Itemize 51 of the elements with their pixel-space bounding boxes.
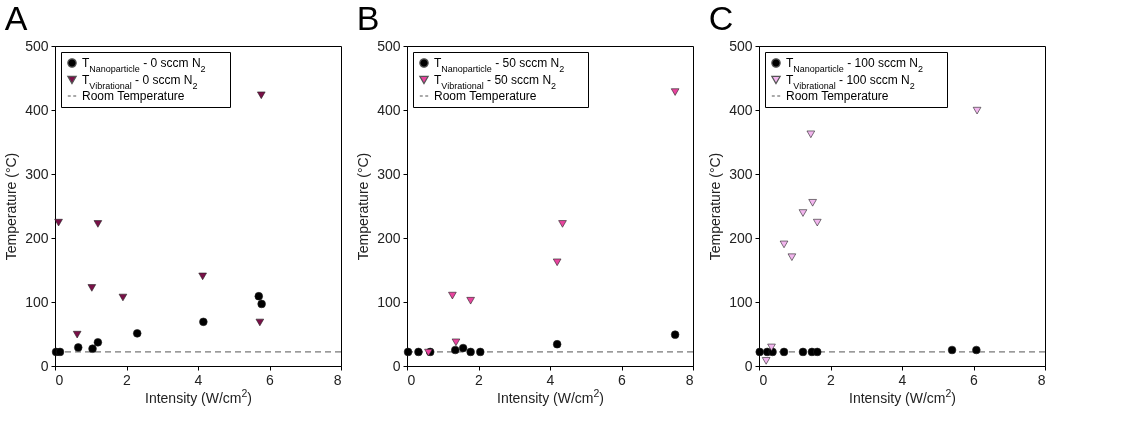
legend-label: T$_{Nanoparticle}$ - 100 sccm N$_{2}$	[786, 56, 923, 74]
y-tick-label: 300	[25, 165, 49, 182]
x-tick-label: 4	[546, 371, 555, 388]
y-tick-label: 100	[729, 293, 753, 310]
legend-label: T$_{Vibrational}$ - 0 sccm N$_{2}$	[82, 73, 198, 91]
x-tick-label: 8	[685, 371, 694, 388]
y-axis-title: Temperature (°C)	[707, 152, 724, 261]
y-tick-label: 100	[377, 293, 401, 310]
y-tick-label: 400	[377, 101, 401, 118]
y-axis-title: Temperature (°C)	[3, 152, 20, 261]
y-tick-label: 200	[377, 229, 401, 246]
x-tick-label: 2	[827, 371, 836, 388]
legend-label: T$_{Vibrational}$ - 50 sccm N$_{2}$	[434, 73, 557, 91]
y-axis-title: Temperature (°C)	[355, 152, 372, 261]
y-tick-label: 100	[25, 293, 49, 310]
x-axis-title: Intensity (W/cm$^{2}$)	[849, 386, 956, 406]
legend-label: T$_{Nanoparticle}$ - 50 sccm N$_{2}$	[434, 56, 565, 74]
x-tick-label: 6	[266, 371, 275, 388]
y-tick-label: 200	[729, 229, 753, 246]
x-tick-label: 2	[123, 371, 132, 388]
y-tick-label: 300	[377, 165, 401, 182]
chart-title: A	[4, 0, 28, 37]
legend-label: T$_{Vibrational}$ - 100 sccm N$_{2}$	[786, 73, 915, 91]
legend-label: Room Temperature	[82, 89, 185, 103]
y-tick-label: 500	[377, 37, 401, 54]
x-tick-label: 0	[407, 371, 416, 388]
x-tick-label: 4	[194, 371, 203, 388]
x-tick-label: 8	[333, 371, 342, 388]
y-tick-label: 0	[40, 357, 49, 374]
y-tick-label: 500	[729, 37, 753, 54]
y-tick-label: 400	[25, 101, 49, 118]
x-tick-label: 6	[618, 371, 627, 388]
x-axis-title: Intensity (W/cm$^{2}$)	[497, 386, 604, 406]
legend-label: Room Temperature	[786, 89, 889, 103]
y-tick-label: 200	[25, 229, 49, 246]
x-tick-label: 2	[475, 371, 484, 388]
x-tick-label: 0	[55, 371, 64, 388]
y-tick-label: 0	[744, 357, 753, 374]
x-tick-label: 6	[970, 371, 979, 388]
legend-label: T$_{Nanoparticle}$ - 0 sccm N$_{2}$	[82, 56, 206, 74]
x-tick-label: 0	[759, 371, 768, 388]
y-tick-label: 0	[392, 357, 401, 374]
legend-label: Room Temperature	[434, 89, 537, 103]
x-axis-title: Intensity (W/cm$^{2}$)	[145, 386, 252, 406]
y-tick-label: 400	[729, 101, 753, 118]
chart-title: B	[356, 0, 380, 37]
x-tick-label: 8	[1037, 371, 1046, 388]
x-tick-label: 4	[898, 371, 907, 388]
chart-title: C	[708, 0, 734, 37]
y-tick-label: 500	[25, 37, 49, 54]
y-tick-label: 300	[729, 165, 753, 182]
